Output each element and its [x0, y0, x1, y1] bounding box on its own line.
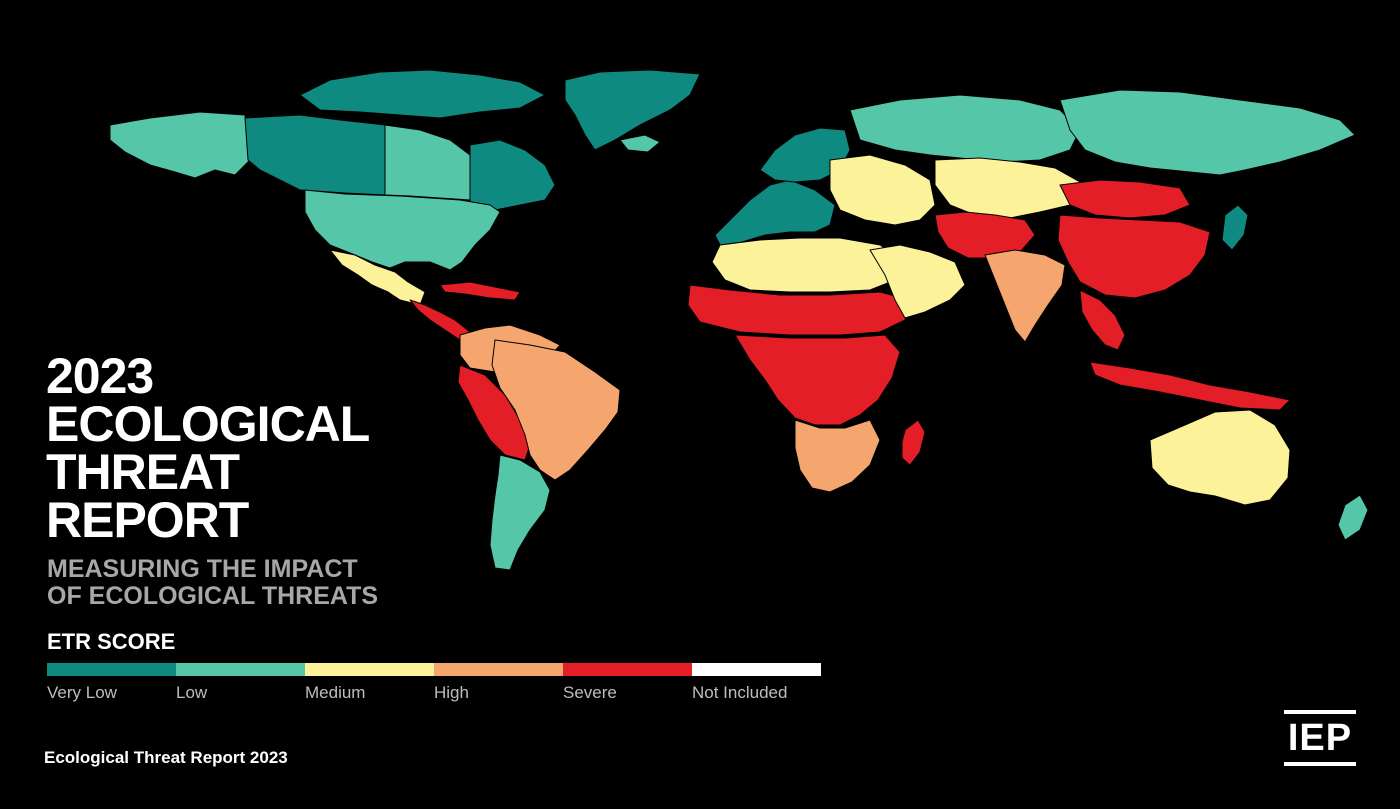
legend-label: Low — [176, 683, 208, 702]
region-greenland — [564, 69, 701, 151]
title-line: REPORT — [46, 492, 249, 548]
legend-labels: Very Low Low Medium High Severe Not Included — [47, 683, 821, 703]
title-line: ECOLOGICAL — [46, 396, 370, 452]
region-sahel — [687, 284, 911, 336]
title-line: 2023 — [46, 348, 154, 404]
legend-label: Severe — [563, 683, 617, 702]
region-southern-africa — [794, 419, 881, 493]
region-madagascar — [901, 419, 926, 466]
region-mongolia — [1059, 179, 1191, 219]
region-brazil — [491, 339, 621, 481]
region-canada-central — [384, 124, 471, 201]
legend-swatch-high — [434, 663, 563, 676]
logo-text: IEP — [1287, 717, 1353, 759]
region-russia-west — [849, 94, 1081, 163]
logo-rule-top — [1284, 710, 1356, 714]
region-china — [1057, 214, 1211, 299]
region-japan — [1221, 204, 1249, 251]
legend-label: Medium — [305, 683, 366, 702]
region-scandinavia — [759, 127, 851, 183]
legend-label: High — [434, 683, 469, 702]
region-middle-east — [869, 244, 966, 319]
region-iceland — [619, 134, 661, 153]
legend-swatch-low — [176, 663, 305, 676]
region-argentina-chile — [489, 454, 551, 571]
region-central-asia — [934, 157, 1081, 219]
report-subtitle: MEASURING THE IMPACT OF ECOLOGICAL THREA… — [47, 556, 378, 610]
subtitle-line: OF ECOLOGICAL THREATS — [47, 582, 379, 610]
region-europe-east — [829, 154, 936, 226]
subtitle-line: MEASURING THE IMPACT — [47, 555, 358, 583]
legend-swatch-very-low — [47, 663, 176, 676]
legend-color-bar — [47, 663, 821, 676]
region-central-africa — [734, 334, 901, 426]
region-india — [984, 249, 1066, 343]
region-north-africa — [711, 237, 901, 293]
footer-caption: Ecological Threat Report 2023 — [44, 748, 288, 767]
region-usa — [304, 189, 501, 271]
region-russia-east — [1059, 89, 1356, 176]
region-indonesia — [1089, 361, 1291, 411]
legend-label: Very Low — [47, 683, 117, 702]
region-canada-west — [244, 114, 386, 196]
region-caribbean — [439, 281, 521, 301]
iep-logo: IEP — [1284, 710, 1356, 766]
legend-swatch-not-included — [692, 663, 821, 676]
region-southeast-asia — [1079, 289, 1126, 351]
region-europe-west — [714, 179, 836, 246]
region-new-zealand — [1337, 494, 1369, 541]
region-canada-east — [469, 139, 556, 211]
report-title: 2023 ECOLOGICAL THREAT REPORT — [46, 348, 370, 548]
region-central-america — [409, 299, 471, 341]
region-alaska — [109, 111, 251, 179]
legend-swatch-medium — [305, 663, 434, 676]
legend-swatch-severe — [563, 663, 692, 676]
region-andes — [457, 364, 531, 461]
logo-rule-bottom — [1284, 762, 1356, 766]
region-australia — [1149, 409, 1291, 506]
title-line: THREAT — [46, 444, 240, 500]
legend-title: ETR SCORE — [47, 629, 176, 654]
region-arctic-islands — [299, 69, 546, 119]
legend-label: Not Included — [692, 683, 788, 702]
